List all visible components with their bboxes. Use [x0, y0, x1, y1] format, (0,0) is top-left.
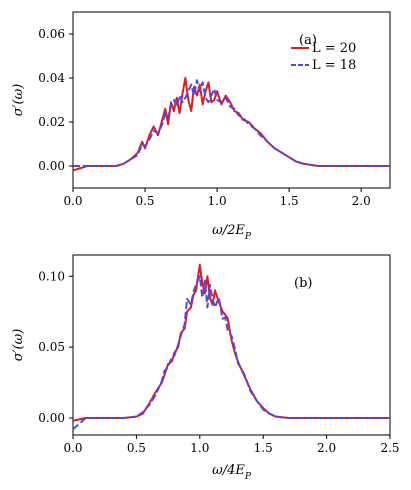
x-tick-label: 2.0	[352, 194, 371, 208]
x-tick-label: 1.5	[280, 194, 299, 208]
y-tick-label: 0.04	[38, 71, 65, 85]
panel-a: 0.0 0.5 1.0 1.5 2.0 0.00 0.02 0.04 0.06 ω/2EP σ′(ω…	[11, 11, 391, 242]
y-tick-label: 0.10	[38, 269, 65, 283]
plot-frame	[72, 11, 391, 189]
legend-entry: L = 20	[312, 41, 356, 56]
x-tick-label: 0.0	[63, 441, 82, 455]
y-axis-title: σ′(ω)	[11, 84, 26, 117]
x-tick-label: 2.0	[317, 441, 336, 455]
legend: L = 20 L = 18	[291, 41, 356, 73]
series-line-l20	[73, 263, 390, 422]
x-tick-label: 2.5	[380, 441, 399, 455]
x-tick-label: 0.5	[135, 194, 154, 208]
x-tick-label: 0.0	[63, 194, 82, 208]
series-line-l18	[73, 79, 390, 167]
plot-frame	[72, 254, 391, 436]
y-tick-label: 0.05	[38, 340, 65, 354]
x-axis-title: ω/4EP	[212, 463, 252, 482]
x-tick-label: 1.0	[190, 441, 209, 455]
x-tick-label: 1.5	[254, 441, 273, 455]
x-axis-title: ω/2EP	[212, 223, 252, 242]
y-axis-title: σ′(ω)	[11, 329, 26, 362]
panel-label: (a)	[299, 33, 317, 48]
y-tick-label: 0.02	[38, 115, 65, 129]
y-tick-label: 0.06	[38, 27, 65, 41]
series-line-l18	[73, 275, 390, 431]
y-tick-label: 0.00	[38, 159, 65, 173]
panel-label: (b)	[294, 276, 312, 291]
legend-entry: L = 18	[312, 58, 356, 73]
y-tick-label: 0.00	[38, 411, 65, 425]
series-line-l20	[73, 77, 390, 172]
panel-b: 0.0 0.5 1.0 1.5 2.0 2.5 0.00 0.05 0.10 ω/4EP σ′(ω)…	[11, 254, 400, 482]
x-tick-label: 0.5	[127, 441, 146, 455]
x-tick-label: 1.0	[208, 194, 227, 208]
